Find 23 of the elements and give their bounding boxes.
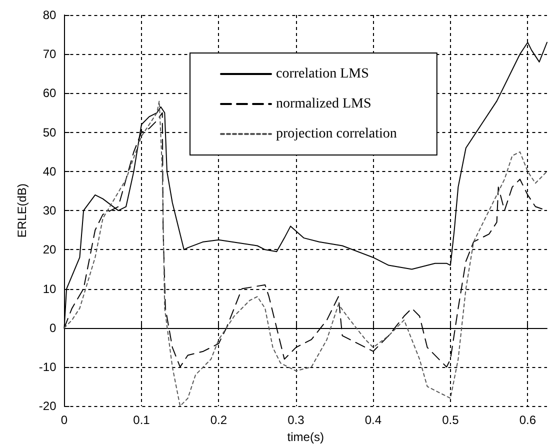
y-tick-label: 70: [42, 47, 57, 62]
x-tick-label: 0.5: [442, 413, 460, 428]
legend-label: normalized LMS: [276, 96, 372, 112]
x-axis-title: time(s): [287, 430, 324, 444]
y-tick-label: -10: [38, 360, 57, 374]
y-tick-label: 60: [42, 86, 57, 100]
x-tick-label: 0.4: [364, 413, 382, 428]
y-tick-label: 0: [50, 320, 57, 335]
y-tick-label: 10: [42, 282, 57, 296]
x-tick-label: 0: [60, 413, 68, 428]
y-tick-label: -20: [38, 399, 57, 414]
x-tick-label: 0.6: [519, 413, 536, 428]
x-tick-label: 0.3: [288, 413, 305, 428]
y-tick-label: 40: [42, 164, 57, 178]
legend-label: projection correlation: [276, 126, 397, 142]
y-tick-label: 30: [42, 204, 57, 218]
legend-label: correlation LMS: [276, 66, 369, 82]
x-tick-label: 0.2: [210, 413, 228, 428]
y-tick-label: 80: [42, 8, 57, 22]
y-tick-label: 50: [42, 125, 57, 140]
y-tick-label: 20: [42, 242, 57, 257]
x-tick-label: 0.1: [133, 413, 150, 428]
y-axis-title: ERLE(dB): [15, 184, 29, 238]
